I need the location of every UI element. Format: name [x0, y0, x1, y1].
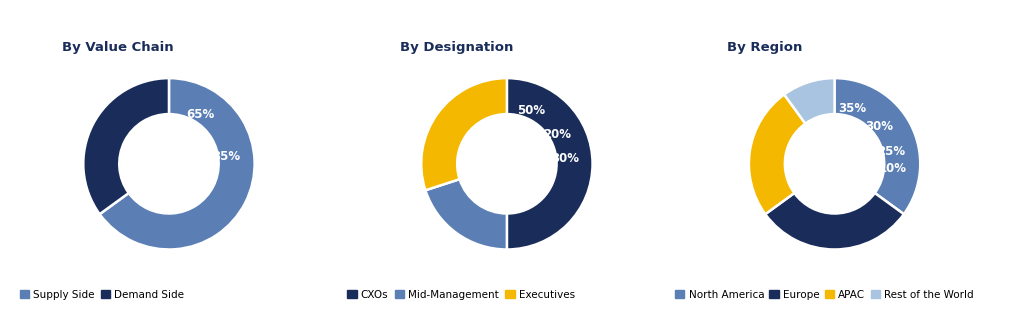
Wedge shape	[425, 179, 507, 249]
Text: By Region: By Region	[727, 41, 803, 54]
Legend: CXOs, Mid-Management, Executives: CXOs, Mid-Management, Executives	[343, 285, 580, 304]
Legend: North America, Europe, APAC, Rest of the World: North America, Europe, APAC, Rest of the…	[671, 285, 978, 304]
Wedge shape	[784, 78, 835, 123]
Legend: Supply Side, Demand Side: Supply Side, Demand Side	[15, 285, 188, 304]
Text: 10%: 10%	[879, 162, 906, 175]
Text: 50%: 50%	[517, 105, 546, 117]
Wedge shape	[99, 78, 255, 249]
Wedge shape	[83, 78, 169, 214]
Text: By Designation: By Designation	[399, 41, 513, 54]
Wedge shape	[507, 78, 593, 249]
Text: 35%: 35%	[838, 102, 866, 115]
Wedge shape	[765, 193, 904, 249]
Text: 65%: 65%	[186, 108, 214, 121]
Text: By Value Chain: By Value Chain	[61, 41, 173, 54]
Text: 35%: 35%	[213, 150, 241, 163]
Text: 20%: 20%	[544, 128, 571, 141]
Wedge shape	[421, 78, 507, 190]
Text: 30%: 30%	[865, 120, 893, 133]
Wedge shape	[835, 78, 921, 214]
Text: Primary Sources: Primary Sources	[435, 15, 589, 33]
Text: 25%: 25%	[878, 145, 905, 158]
Wedge shape	[749, 94, 805, 214]
Text: 30%: 30%	[551, 152, 579, 165]
